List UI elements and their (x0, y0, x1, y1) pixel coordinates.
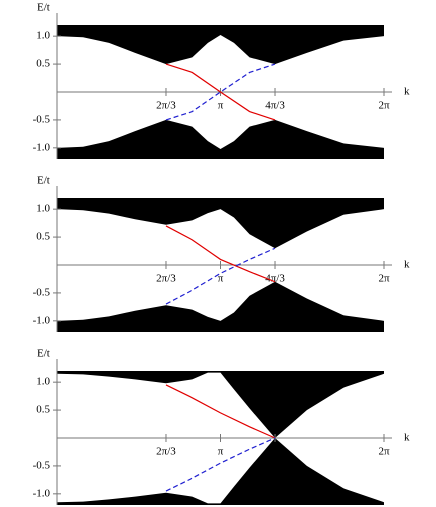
y-tick-label: -0.5 (33, 113, 51, 125)
x-tick-label: 4π/3 (265, 446, 285, 458)
curve (165, 437, 276, 492)
y-tick-label: -0.5 (33, 459, 51, 471)
x-tick-label: π (218, 446, 224, 458)
x-tick-label: 4π/3 (265, 100, 285, 112)
y-axis-label: E/t (37, 348, 50, 360)
y-tick-label: -1.0 (33, 487, 51, 499)
curve (165, 247, 276, 305)
y-axis-label: E/t (37, 2, 50, 14)
y-tick-label: -0.5 (33, 286, 51, 298)
band (57, 25, 384, 65)
curve (165, 63, 276, 121)
y-tick-label: 1.0 (36, 203, 50, 215)
y-tick-label: -1.0 (33, 141, 51, 153)
x-tick-label: 2π (378, 446, 390, 458)
band (57, 119, 384, 159)
band (57, 281, 384, 332)
x-tick-label: 2π/3 (156, 273, 176, 285)
y-tick-label: 1.0 (36, 376, 50, 388)
x-axis-label: k (404, 86, 410, 98)
y-tick-label: 1.0 (36, 30, 50, 42)
x-tick-label: 2π (378, 100, 390, 112)
y-tick-label: 0.5 (36, 58, 50, 70)
x-tick-label: 2π/3 (156, 446, 176, 458)
x-tick-label: π (218, 273, 224, 285)
curve (165, 384, 276, 439)
x-tick-label: 2π (378, 273, 390, 285)
y-tick-label: 0.5 (36, 404, 50, 416)
band (57, 371, 384, 438)
y-axis-label: E/t (37, 175, 50, 187)
band (57, 438, 384, 505)
x-axis-label: k (404, 259, 410, 271)
x-tick-label: 4π/3 (265, 273, 285, 285)
x-tick-label: 2π/3 (156, 100, 176, 112)
band (57, 198, 384, 249)
x-tick-label: π (218, 100, 224, 112)
curve (165, 63, 276, 121)
y-tick-label: -1.0 (33, 314, 51, 326)
curve (165, 225, 276, 283)
x-axis-label: k (404, 432, 410, 444)
y-tick-label: 0.5 (36, 231, 50, 243)
